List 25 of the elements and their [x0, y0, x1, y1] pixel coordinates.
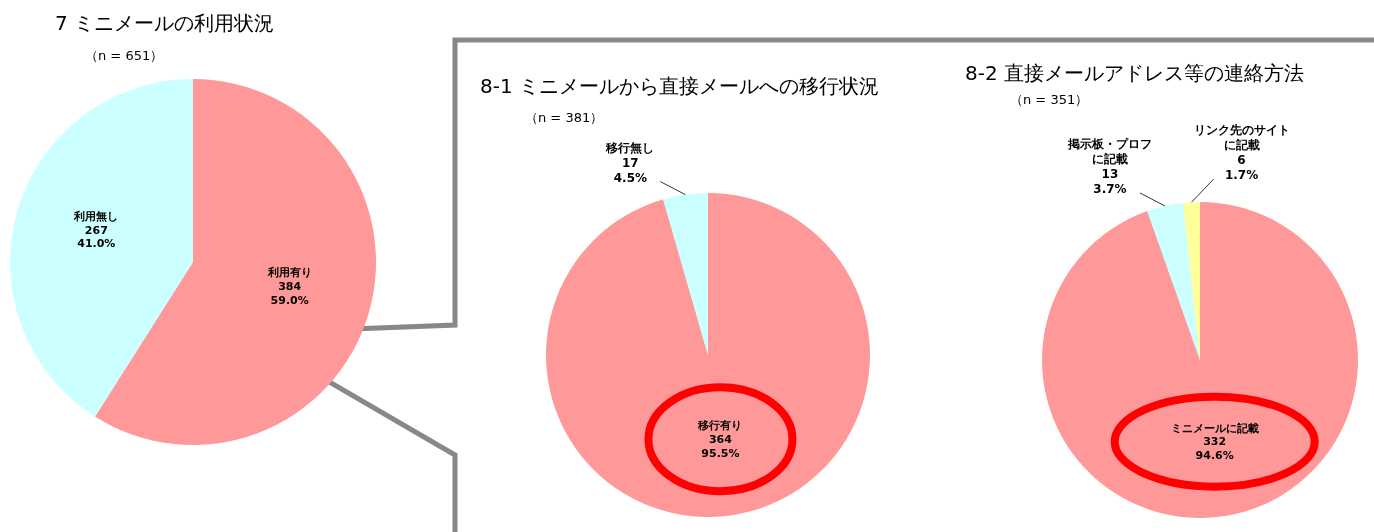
- chart-subtitle: （n = 651）: [85, 48, 164, 63]
- slice-label: 移行有り: [697, 419, 743, 433]
- pie-slice: [546, 193, 870, 517]
- slice-label: 利用有り: [266, 266, 312, 280]
- data-label: 6 1.7%: [1224, 153, 1259, 183]
- pie-slice: [1147, 202, 1200, 360]
- chart-title: 8-2 直接メールアドレス等の連絡方法: [965, 61, 1305, 85]
- slice-label: リンク先のサイトに記載: [1193, 123, 1290, 153]
- pie-slice: [663, 193, 708, 355]
- data-label: 384 59.0%: [270, 279, 309, 307]
- pie-slice: [1042, 202, 1358, 518]
- data-label: 13 3.7%: [1093, 166, 1127, 196]
- slice-label: 掲示板・プロフに記載: [1066, 136, 1152, 166]
- chart-subtitle: （n = 351）: [1010, 92, 1089, 107]
- data-label: 17 4.5%: [613, 155, 648, 185]
- data-label: 267 41.0%: [77, 223, 116, 251]
- slice-label: ミニメールに記載: [1170, 421, 1259, 435]
- data-label: 364 95.5%: [701, 432, 740, 460]
- chart-subtitle: （n = 381）: [525, 110, 604, 125]
- chart-title: 7 ミニメールの利用状況: [55, 11, 275, 35]
- slice-label: 利用無し: [73, 209, 119, 223]
- pie-slice: [10, 79, 193, 417]
- slice-label: 移行無し: [605, 140, 655, 155]
- chart-title: 8-1 ミニメールから直接メールへの移行状況: [480, 74, 880, 98]
- data-label: 332 94.6%: [1195, 435, 1234, 463]
